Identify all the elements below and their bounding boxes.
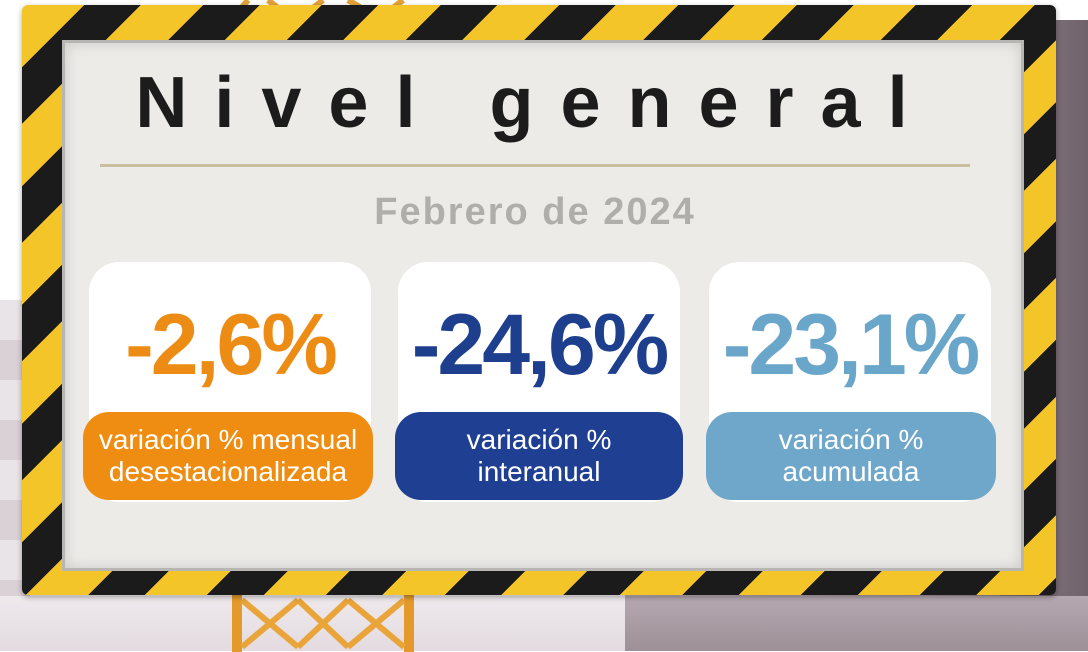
monthly-variation-label-line2: desestacionalizada	[108, 456, 348, 487]
accumulated-variation-label-line1: variación %	[778, 424, 924, 455]
page-title: Nivel general	[135, 63, 935, 143]
monthly-variation-value: -2,6%	[125, 297, 338, 393]
crane-graphic	[232, 592, 414, 652]
interannual-variation-label: variación % interanual	[395, 412, 683, 500]
monthly-variation-label: variación % mensual desestacionalizada	[83, 412, 373, 500]
interannual-variation-label-line1: variación %	[466, 424, 612, 455]
monthly-variation-label-line1: variación % mensual	[98, 424, 358, 455]
period-subtitle: Febrero de 2024	[374, 191, 696, 233]
accumulated-variation-label: variación % acumulada	[706, 412, 996, 500]
accumulated-variation-value: -23,1%	[722, 297, 981, 393]
interannual-variation-value: -24,6%	[411, 297, 670, 393]
interannual-variation-label-line2: interanual	[477, 456, 601, 487]
background-floor-right	[625, 596, 1088, 651]
title-divider	[100, 164, 970, 167]
accumulated-variation-label-line2: acumulada	[782, 456, 920, 487]
interannual-variation-card: -24,6% variación % interanual	[395, 262, 683, 502]
monthly-variation-card: -2,6% variación % mensual desestacionali…	[83, 262, 373, 502]
accumulated-variation-card: -23,1% variación % acumulada	[706, 262, 996, 502]
